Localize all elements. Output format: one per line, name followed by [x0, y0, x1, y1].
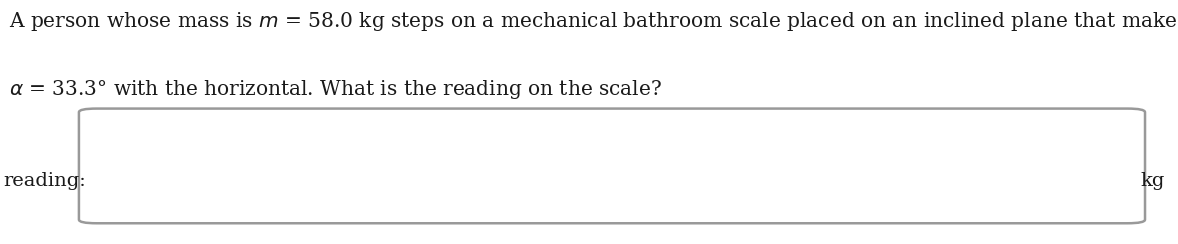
FancyBboxPatch shape — [79, 109, 1145, 223]
Text: kg: kg — [1140, 172, 1165, 190]
Text: reading:: reading: — [4, 172, 86, 190]
Text: A person whose mass is $m$ = 58.0 kg steps on a mechanical bathroom scale placed: A person whose mass is $m$ = 58.0 kg ste… — [9, 10, 1178, 33]
Text: $\alpha$ = 33.3° with the horizontal. What is the reading on the scale?: $\alpha$ = 33.3° with the horizontal. Wh… — [9, 78, 662, 101]
